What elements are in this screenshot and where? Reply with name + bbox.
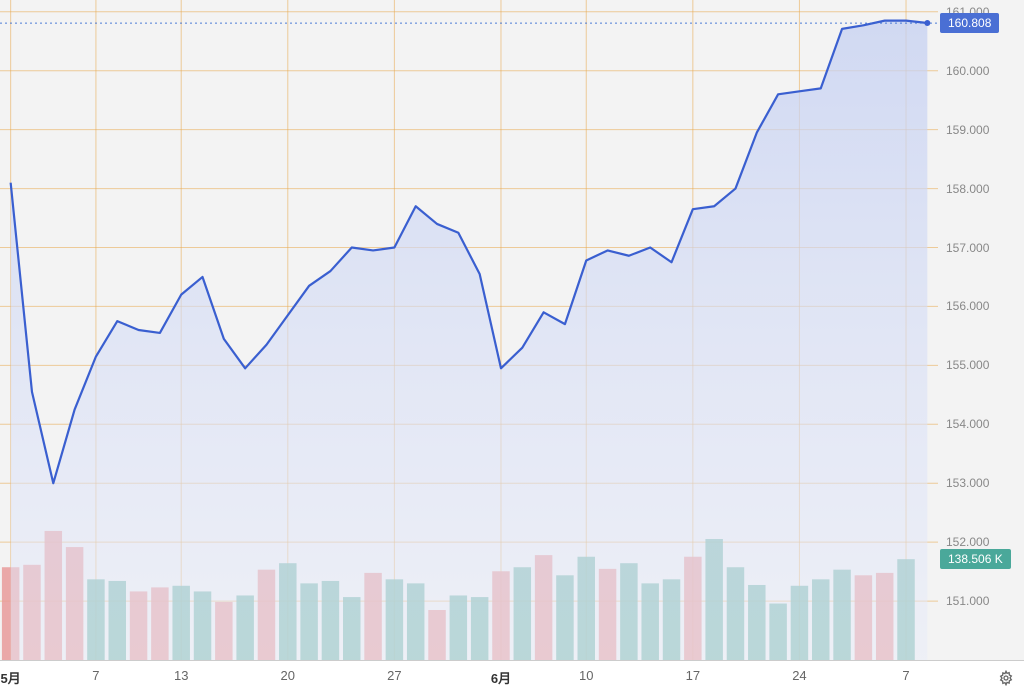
current-volume-badge: 138.506 K <box>940 549 1011 569</box>
current-price-value: 160.808 <box>948 16 991 30</box>
y-tick-label: 160.000 <box>946 64 989 78</box>
y-tick-label: 157.000 <box>946 241 989 255</box>
x-tick-label: 17 <box>686 668 700 683</box>
x-tick-label: 13 <box>174 668 188 683</box>
x-tick-label: 6月 <box>491 668 511 687</box>
current-price-badge: 160.808 <box>940 13 999 33</box>
x-tick-label: 10 <box>579 668 593 683</box>
x-tick-label: 5月 <box>1 668 21 687</box>
y-tick-label: 159.000 <box>946 123 989 137</box>
x-tick-label: 27 <box>387 668 401 683</box>
chart-svg <box>0 0 938 660</box>
x-axis: 5月 7 13 20 27 6月 10 17 24 7 <box>0 660 1024 694</box>
y-tick-label: 151.000 <box>946 594 989 608</box>
gear-icon[interactable] <box>998 670 1014 686</box>
y-tick-label: 154.000 <box>946 417 989 431</box>
current-volume-value: 138.506 K <box>948 552 1003 566</box>
x-tick-label: 7 <box>902 668 909 683</box>
x-tick-label: 7 <box>92 668 99 683</box>
price-chart[interactable]: 151.000 152.000 153.000 154.000 155.000 156.0… <box>0 0 1024 694</box>
plot-area[interactable] <box>0 0 938 660</box>
y-tick-label: 158.000 <box>946 182 989 196</box>
y-tick-label: 152.000 <box>946 535 989 549</box>
x-tick-label: 24 <box>792 668 806 683</box>
y-tick-label: 155.000 <box>946 358 989 372</box>
y-tick-label: 153.000 <box>946 476 989 490</box>
x-tick-label: 20 <box>281 668 295 683</box>
y-tick-label: 156.000 <box>946 299 989 313</box>
